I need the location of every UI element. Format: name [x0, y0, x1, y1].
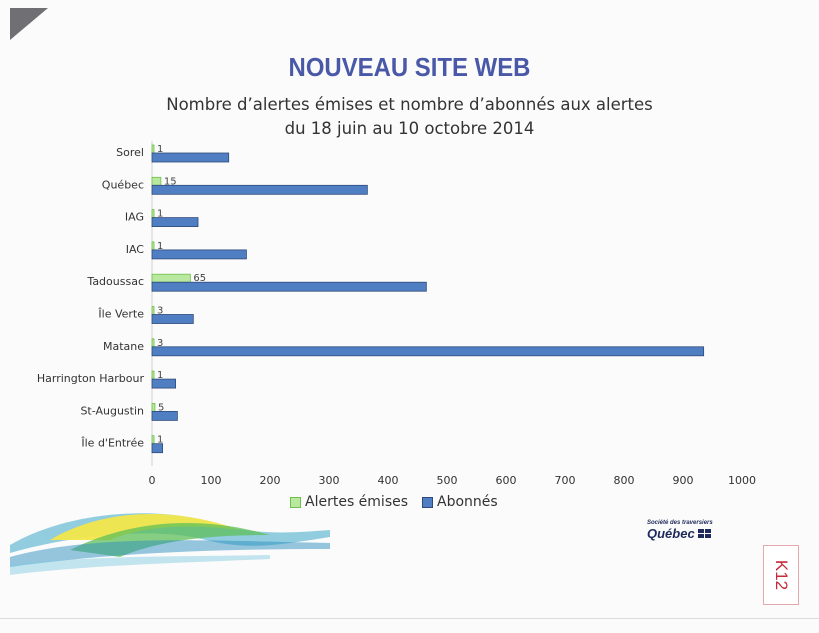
x-tick-label: 900 — [673, 474, 694, 487]
bar-abonnes — [151, 152, 230, 163]
data-label-alertes: 1 — [157, 241, 163, 252]
fleurdelise-flag-icon — [697, 529, 711, 538]
bar-abonnes — [151, 184, 368, 195]
stamp-label: K12 — [772, 559, 791, 591]
chart-legend: Alertes émises Abonnés — [290, 494, 506, 510]
bar-abonnes — [151, 217, 199, 228]
x-tick-label: 0 — [149, 474, 156, 487]
data-label-alertes: 5 — [158, 402, 164, 413]
data-label-alertes: 1 — [157, 144, 163, 155]
category-label: IAC — [126, 243, 145, 256]
legend-swatch-alertes — [290, 496, 301, 508]
bar-alertes-emises — [151, 306, 155, 315]
societe-des-traversiers-logo: Société des traversiers Québec — [647, 520, 739, 541]
bar-alertes-emises — [151, 435, 155, 445]
data-label-alertes: 1 — [157, 370, 163, 381]
logo-small-text: Société des traversiers — [647, 520, 713, 526]
legend-label-alertes: Alertes émises — [305, 494, 409, 510]
document-stamp: K12 — [763, 545, 799, 605]
x-tick-label: 300 — [319, 474, 340, 487]
bar-alertes-emises — [151, 209, 155, 219]
x-tick-label: 600 — [496, 474, 517, 487]
category-label: St-Augustin — [80, 404, 144, 417]
category-label: Île Verte — [97, 308, 144, 321]
data-label-alertes: 1 — [157, 209, 163, 220]
legend-swatch-abonnes — [422, 496, 434, 508]
legend-label-abonnes: Abonnés — [437, 494, 498, 510]
x-tick-label: 500 — [437, 474, 458, 487]
bar-abonnes — [151, 249, 247, 260]
category-label: Québec — [102, 178, 144, 191]
bar-abonnes — [151, 346, 705, 357]
category-label: Harrington Harbour — [37, 372, 145, 385]
data-label-alertes: 3 — [157, 306, 163, 317]
data-label-alertes: 3 — [157, 338, 163, 349]
data-label-alertes: 15 — [164, 176, 177, 187]
category-label: Matane — [103, 340, 144, 353]
bar-abonnes — [151, 443, 164, 454]
x-tick-label: 400 — [378, 474, 399, 487]
page-edge — [0, 618, 819, 619]
category-label: Tadoussac — [86, 275, 144, 288]
x-tick-label: 800 — [614, 474, 635, 487]
category-label: Sorel — [116, 146, 144, 159]
x-tick-label: 700 — [555, 474, 576, 487]
bar-alertes-emises — [151, 144, 155, 154]
x-tick-label: 1000 — [728, 474, 756, 487]
bar-abonnes — [151, 410, 178, 421]
data-label-alertes: 1 — [157, 435, 163, 446]
bar-alertes-emises — [151, 176, 162, 186]
page-heading: NOUVEAU SITE WEB — [288, 52, 531, 82]
bar-alertes-emises — [151, 241, 155, 251]
chart-subtitle-line-2: du 18 juin au 10 octobre 2014 — [284, 119, 535, 138]
category-label: Île d'Entrée — [80, 437, 144, 450]
bar-abonnes — [151, 378, 177, 389]
category-label: IAG — [125, 211, 144, 224]
bar-alertes-emises — [151, 273, 191, 283]
chart-subtitle-line-1: Nombre d’alertes émises et nombre d’abon… — [166, 95, 653, 114]
x-tick-label: 200 — [260, 474, 281, 487]
folded-corner — [10, 8, 48, 40]
bar-abonnes — [151, 281, 427, 292]
legend-item-abonnes: Abonnés — [422, 494, 498, 510]
bar-alertes-emises — [151, 402, 156, 412]
bar-alertes-emises — [151, 370, 155, 380]
wave-logo-graphic — [10, 513, 330, 575]
data-label-alertes: 65 — [193, 273, 206, 284]
logo-quebec-text: Québec — [647, 526, 695, 541]
legend-item-alertes: Alertes émises — [290, 494, 408, 510]
bar-abonnes — [151, 314, 194, 324]
x-tick-label: 100 — [201, 474, 222, 487]
bar-alertes-emises — [151, 338, 155, 348]
